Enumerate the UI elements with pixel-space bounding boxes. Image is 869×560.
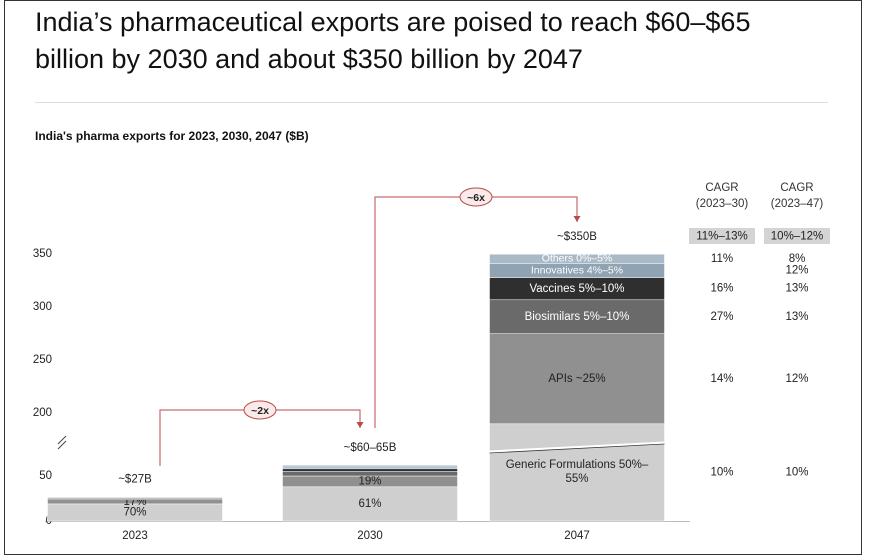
cagr-value: 16% xyxy=(710,283,733,295)
bar-segment xyxy=(282,486,458,522)
cagr-value: 13% xyxy=(785,311,808,323)
share-label: 70% xyxy=(123,506,146,518)
cagr-header: CAGR (2023–30) xyxy=(695,182,749,210)
arrow-head xyxy=(356,422,364,428)
growth-badge xyxy=(459,187,493,207)
segment-label: Others 0%–5% xyxy=(541,252,613,265)
bar-segment xyxy=(282,468,458,472)
share-label: 61% xyxy=(358,498,381,510)
axis-break xyxy=(57,435,67,445)
growth-label: ~2x xyxy=(251,405,269,417)
y-tick-label: 50 xyxy=(39,470,52,482)
y-tick-label: 200 xyxy=(33,407,52,419)
cagr-value: 8% xyxy=(789,253,806,265)
cagr-header: CAGR (2023–47) xyxy=(770,182,824,210)
axis-break xyxy=(57,440,67,450)
bar-segment xyxy=(489,333,665,425)
growth-badge xyxy=(243,400,277,420)
segment-label: Biosimilars 5%–10% xyxy=(524,310,630,323)
bar-segment xyxy=(489,423,665,522)
total-label: ~$27B xyxy=(118,474,152,486)
x-tick-label: 2023 xyxy=(122,530,148,542)
growth-label: ~6x xyxy=(467,192,485,204)
cagr-value: 27% xyxy=(710,311,733,323)
segment-label: APIs ~25% xyxy=(548,372,606,385)
segment-label: Innovatives 4%–5% xyxy=(530,264,624,277)
bar-segment xyxy=(282,466,458,470)
chart-title: India’s pharmaceutical exports are poise… xyxy=(35,7,751,74)
x-tick-label: 2047 xyxy=(564,530,590,542)
cagr-value: 10% xyxy=(785,466,808,478)
break-line xyxy=(489,441,665,454)
y-tick-label: 350 xyxy=(33,248,52,260)
y-tick-label: 300 xyxy=(33,301,52,313)
divider xyxy=(35,102,828,103)
cagr-value: 13% xyxy=(785,283,808,295)
segment-label: Vaccines 5%–10% xyxy=(529,282,625,295)
cagr-value: 11% xyxy=(711,253,733,265)
bar-segment xyxy=(282,471,458,477)
arrow-head xyxy=(573,216,581,222)
frame-border xyxy=(4,0,862,555)
cagr-total-bg xyxy=(764,228,830,244)
share-label: 19% xyxy=(358,475,381,487)
total-label: ~$350B xyxy=(557,231,597,243)
cagr-total-bg xyxy=(689,228,755,244)
cagr-value: 14% xyxy=(710,373,733,385)
segment-label: Generic Formulations 50%–55% xyxy=(505,459,649,486)
cagr-value: 12% xyxy=(785,265,808,277)
cagr-value: 12% xyxy=(785,373,808,385)
cagr-total: 10%–12% xyxy=(771,231,823,243)
break-line xyxy=(489,443,665,454)
bar-segment xyxy=(282,464,458,468)
x-tick-label: 2030 xyxy=(357,530,383,542)
cagr-value: 10% xyxy=(710,466,733,478)
cagr-total: 11%–13% xyxy=(696,231,748,243)
chart-subtitle: India's pharma exports for 2023, 2030, 2… xyxy=(35,129,309,143)
bar-segment xyxy=(489,253,665,264)
total-label: ~$60–65B xyxy=(344,442,397,454)
y-tick-label: 250 xyxy=(33,354,52,366)
bar-segment xyxy=(489,299,665,334)
